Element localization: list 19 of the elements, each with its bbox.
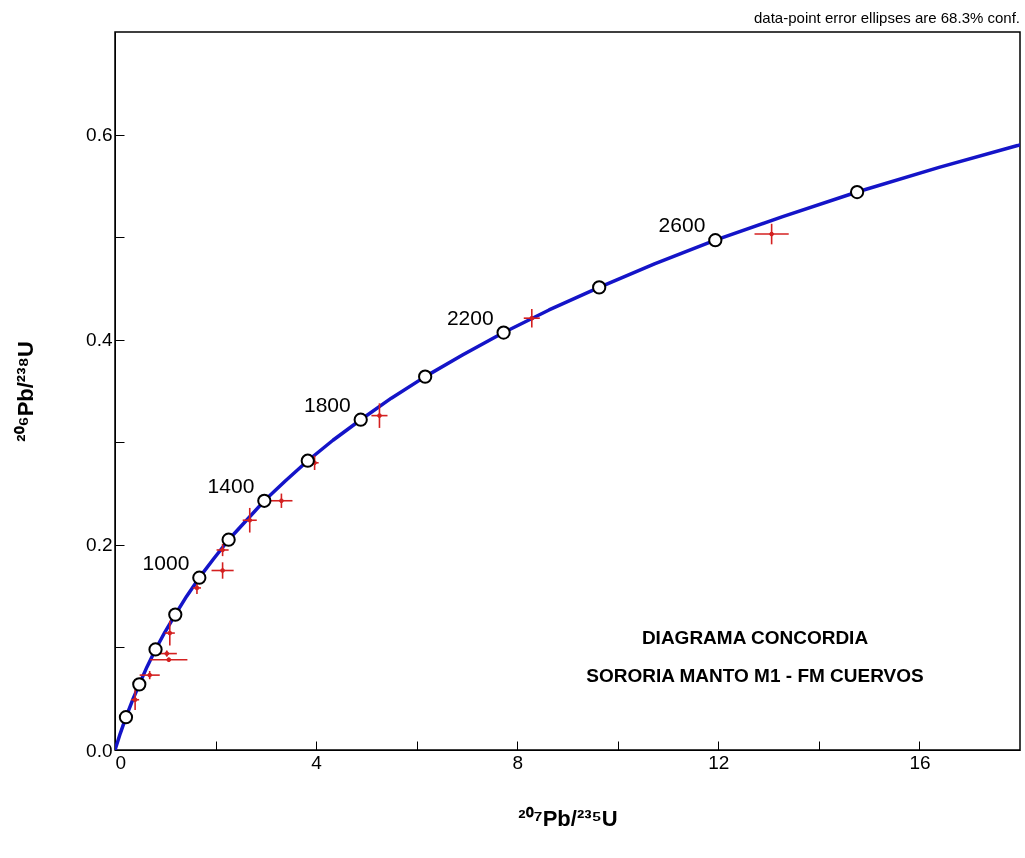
y-axis-title: ²⁰⁶Pb/²³⁸U bbox=[12, 341, 38, 442]
annotation: 2600 bbox=[658, 213, 706, 237]
text: DIAGRAMA CONCORDIA bbox=[641, 627, 869, 648]
text: SORORIA MANTO M1 - FM CUERVOS bbox=[586, 665, 924, 686]
y-tick-label: 0.2 bbox=[86, 534, 113, 556]
x-tick-label: 12 bbox=[708, 751, 730, 773]
x-tick-label: 0 bbox=[115, 751, 127, 773]
x-tick-label: 4 bbox=[311, 751, 323, 773]
y-tick-label: 0.6 bbox=[86, 124, 113, 146]
x-axis-title: ²⁰⁷Pb/²³⁵U bbox=[518, 805, 618, 831]
y-tick-label: 0.0 bbox=[86, 739, 113, 761]
x-tick-label: 8 bbox=[512, 751, 524, 773]
annotation: 2200 bbox=[446, 305, 494, 329]
text: data-point error ellipses are 68.3% conf. bbox=[754, 9, 1020, 26]
y-tick-label: 0.4 bbox=[86, 329, 113, 351]
annotation: 1400 bbox=[207, 473, 255, 497]
annotation: 1800 bbox=[303, 392, 351, 416]
x-tick-label: 16 bbox=[909, 751, 931, 773]
annotation: 1000 bbox=[142, 550, 190, 574]
